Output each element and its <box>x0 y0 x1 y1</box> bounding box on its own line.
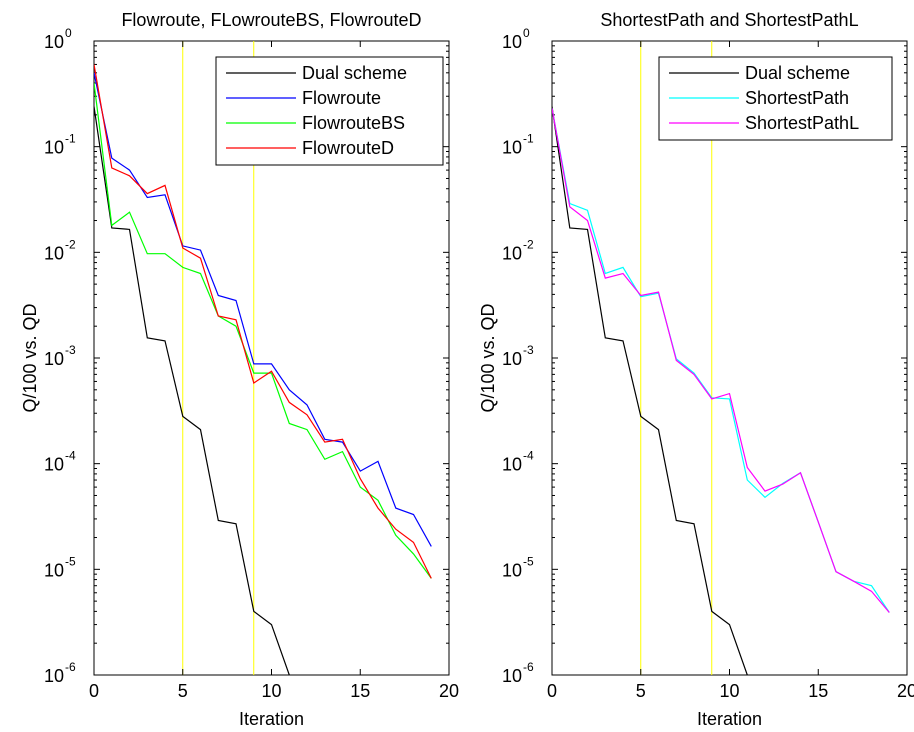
series-line-flowroutebs <box>94 82 432 579</box>
y-tick-base: 10 <box>44 666 64 686</box>
y-tick-label: 10 <box>44 349 64 369</box>
x-axis-label: Iteration <box>697 709 762 729</box>
y-tick-exponent: -3 <box>523 343 534 357</box>
chart-title: Flowroute, FLowrouteBS, FlowrouteD <box>121 10 421 30</box>
y-tick-base: 10 <box>44 349 64 369</box>
series-line-dual-scheme <box>94 106 290 675</box>
x-tick-label: 15 <box>350 681 370 701</box>
y-tick-label: 10 <box>502 666 522 686</box>
y-tick-label: 10 <box>44 560 64 580</box>
y-tick-label: 10 <box>502 455 522 475</box>
series-group <box>552 106 890 675</box>
y-tick-exponent: -6 <box>65 660 76 674</box>
y-tick-base: 10 <box>502 560 522 580</box>
series-line-dual-scheme <box>552 106 748 675</box>
x-tick-label: 20 <box>897 681 914 701</box>
y-tick-label: 10 <box>44 455 64 475</box>
y-tick-base: 10 <box>502 32 522 52</box>
legend-box <box>215 56 444 166</box>
y-tick-exponent: -1 <box>65 132 76 146</box>
x-tick-label: 0 <box>89 681 99 701</box>
y-tick-base: 10 <box>44 138 64 158</box>
y-tick-exponent: -2 <box>523 237 534 251</box>
x-tick-label: 10 <box>261 681 281 701</box>
y-tick-base: 10 <box>502 666 522 686</box>
chart-title: ShortestPath and ShortestPathL <box>600 10 858 30</box>
legend-entry: Flowroute <box>302 88 381 108</box>
y-axis-label: Q/100 vs. QD <box>478 303 498 412</box>
legend: Dual scheme ShortestPath ShortestPathL <box>658 56 893 141</box>
x-tick-label: 15 <box>808 681 828 701</box>
series-line-flowrouted <box>94 64 432 579</box>
y-tick-label: 10 <box>44 138 64 158</box>
y-tick-exponent: -1 <box>523 132 534 146</box>
y-tick-label: 10 <box>502 560 522 580</box>
y-tick-label: 10 <box>502 349 522 369</box>
y-tick-exponent: 0 <box>523 26 530 40</box>
x-axis-label: Iteration <box>239 709 304 729</box>
y-tick-base: 10 <box>502 243 522 263</box>
x-tick-label: 0 <box>547 681 557 701</box>
y-tick-label: 10 <box>44 32 64 52</box>
legend-entry: FlowrouteD <box>302 138 394 158</box>
y-tick-exponent: -4 <box>65 449 76 463</box>
x-tick-label: 5 <box>636 681 646 701</box>
series-group <box>94 64 432 675</box>
y-tick-base: 10 <box>502 138 522 158</box>
y-tick-exponent: -4 <box>523 449 534 463</box>
y-tick-label: 10 <box>44 666 64 686</box>
legend-entry: Dual scheme <box>302 63 407 83</box>
y-tick-exponent: -5 <box>65 554 76 568</box>
y-axis-label: Q/100 vs. QD <box>20 303 40 412</box>
series-line-flowroute <box>94 72 432 547</box>
y-tick-base: 10 <box>502 349 522 369</box>
y-tick-base: 10 <box>44 455 64 475</box>
y-tick-exponent: 0 <box>65 26 72 40</box>
legend-entry: ShortestPathL <box>745 113 859 133</box>
y-tick-base: 10 <box>44 560 64 580</box>
x-tick-label: 10 <box>719 681 739 701</box>
y-tick-exponent: -3 <box>65 343 76 357</box>
series-line-shortestpathl <box>552 108 890 613</box>
x-tick-label: 20 <box>439 681 459 701</box>
y-tick-base: 10 <box>502 455 522 475</box>
y-tick-exponent: -2 <box>65 237 76 251</box>
y-tick-exponent: -5 <box>523 554 534 568</box>
y-tick-label: 10 <box>44 243 64 263</box>
y-tick-exponent: -6 <box>523 660 534 674</box>
legend: Dual scheme Flowroute FlowrouteBS Flowroute… <box>215 56 444 166</box>
x-tick-label: 5 <box>178 681 188 701</box>
y-tick-label: 10 <box>502 32 522 52</box>
y-tick-label: 10 <box>502 243 522 263</box>
legend-entry: Dual scheme <box>745 63 850 83</box>
legend-entry: FlowrouteBS <box>302 113 405 133</box>
y-tick-base: 10 <box>44 32 64 52</box>
y-tick-base: 10 <box>44 243 64 263</box>
y-tick-label: 10 <box>502 138 522 158</box>
legend-entry: ShortestPath <box>745 88 849 108</box>
